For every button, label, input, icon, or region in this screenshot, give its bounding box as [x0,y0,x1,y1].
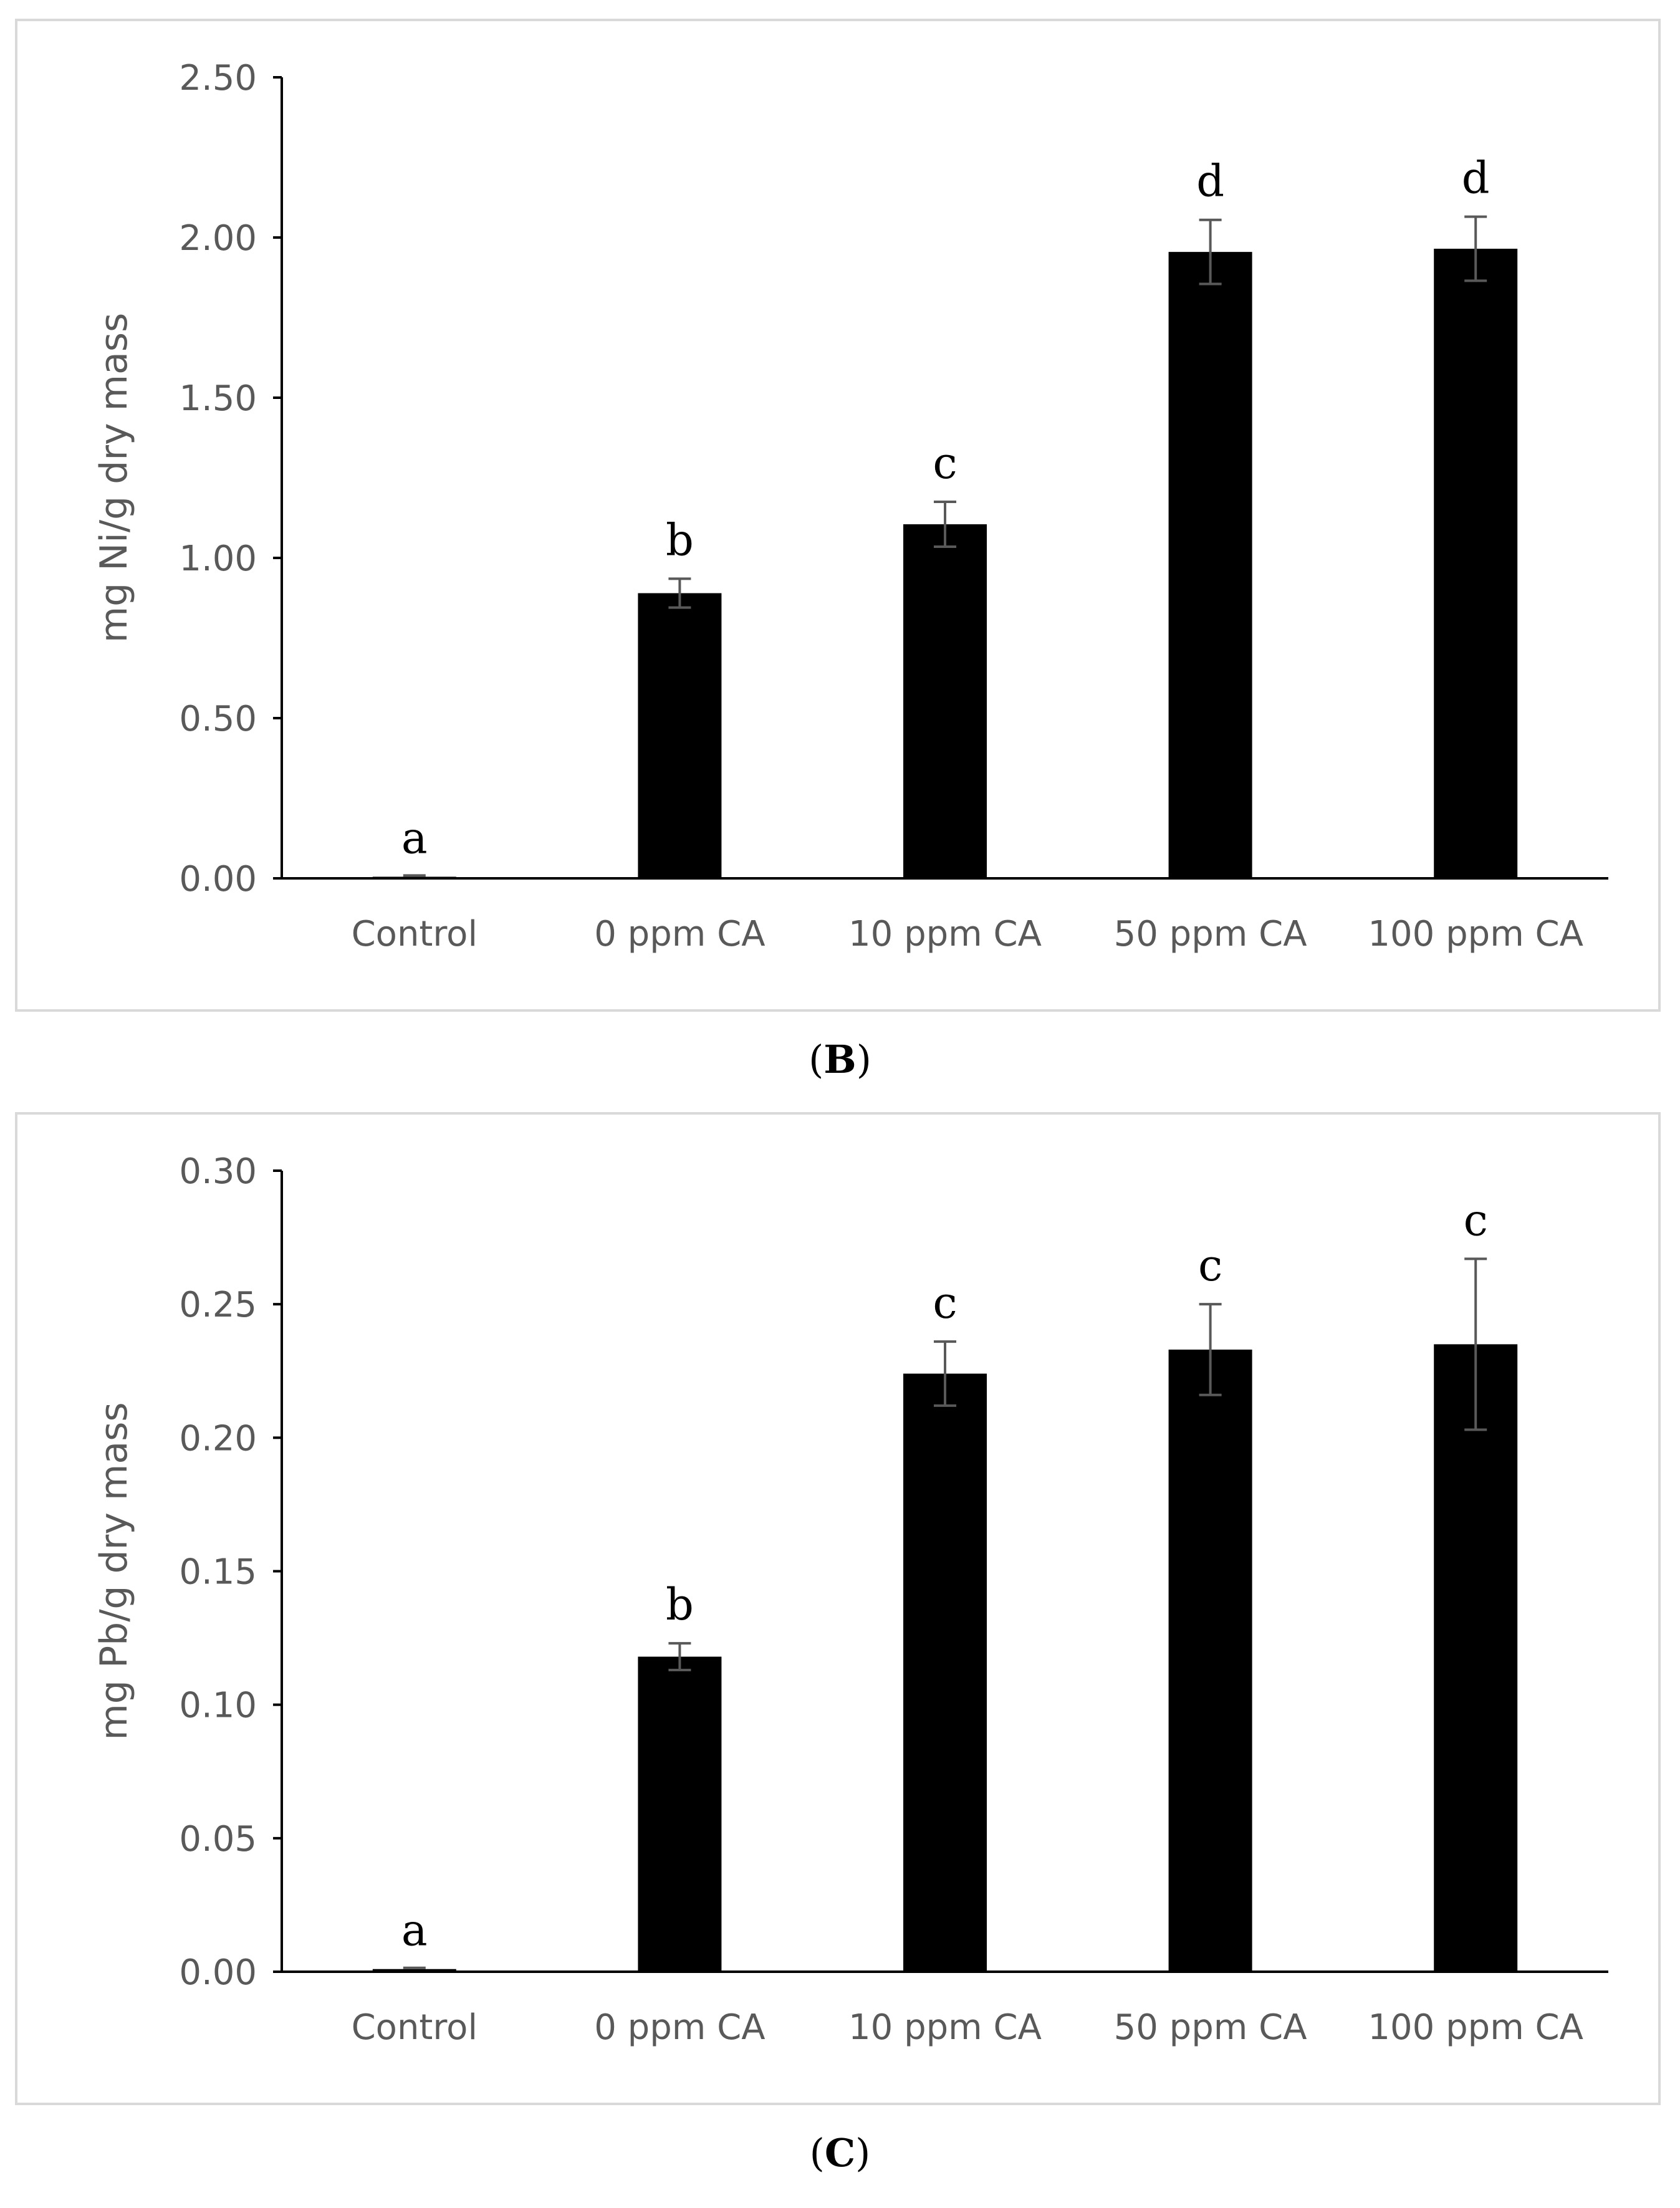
chart0-y-tick-label-5: 2.50 [179,58,257,98]
chart1-category-label-2: 10 ppm CA [848,2007,1042,2048]
chart1-y-axis-title: mg Pb/g dry mass [92,1402,136,1740]
chart0-bar-4 [1434,248,1518,878]
chart1-y-tick-label-4: 0.20 [179,1418,257,1459]
caption-b: (B) [0,1037,1680,1082]
chart0-bar-2 [903,524,987,878]
caption-b-close: ) [856,1037,871,1082]
bar-chart-b: 0.00 0.50 1.00 1.50 2.00 2.50 mg Ni/g dry mass… [92,58,1608,954]
chart-panel-c: 0.00 0.05 0.10 0.15 0.20 0.25 0.30 mg Pb/g dry … [15,1112,1661,2105]
chart1-y-tick-label-0: 0.00 [179,1952,257,1993]
chart1-bar-1 [638,1656,722,1972]
chart0-y-tick-label-1: 0.50 [179,699,257,739]
chart1-significance-label-4: c [1464,1194,1488,1246]
chart1-bar-3 [1168,1349,1252,1972]
chart0-y-tick-label-0: 0.00 [179,859,257,900]
chart1-y-tick-label-2: 0.10 [179,1686,257,1726]
chart1-y-tick-label-5: 0.25 [179,1285,257,1325]
chart0-y-tick-label-4: 2.00 [179,218,257,259]
chart1-significance-label-0: a [401,1905,428,1956]
chart1-category-label-1: 0 ppm CA [594,2007,765,2048]
chart1-significance-label-2: c [933,1277,957,1328]
chart0-bar-3 [1168,252,1252,878]
chart1-significance-label-3: c [1198,1240,1222,1291]
caption-c-letter: C [824,2130,856,2176]
chart1-bar-0 [372,1969,456,1972]
chart0-y-tick-label-3: 1.50 [179,378,257,419]
caption-c: (C) [0,2130,1680,2176]
chart0-category-label-4: 100 ppm CA [1368,914,1583,954]
bar-chart-c: 0.00 0.05 0.10 0.15 0.20 0.25 0.30 mg Pb/g dry … [92,1151,1608,2048]
caption-b-open: ( [809,1037,824,1082]
chart1-y-tick-label-6: 0.30 [179,1151,257,1192]
chart1-bar-2 [903,1373,987,1972]
chart0-category-label-2: 10 ppm CA [848,914,1042,954]
chart1-category-label-0: Control [352,2007,478,2048]
chart0-significance-label-3: d [1196,156,1224,207]
chart0-category-label-1: 0 ppm CA [594,914,765,954]
chart0-y-axis-title: mg Ni/g dry mass [92,313,136,643]
chart0-bar-1 [638,593,722,878]
chart0-y-tick-label-2: 1.00 [179,539,257,579]
chart0-category-label-0: Control [352,914,478,954]
chart1-bar-4 [1434,1344,1518,1972]
chart0-significance-label-0: a [401,812,428,863]
caption-b-letter: B [823,1037,857,1082]
chart1-y-tick-label-3: 0.15 [179,1552,257,1593]
chart1-significance-label-1: b [666,1579,694,1630]
caption-c-close: ) [855,2130,871,2176]
chart1-category-label-4: 100 ppm CA [1368,2007,1583,2048]
chart1-y-tick-label-1: 0.05 [179,1819,257,1860]
caption-c-open: ( [809,2130,825,2176]
chart0-significance-label-4: d [1462,153,1490,204]
chart1-category-label-3: 50 ppm CA [1114,2007,1307,2048]
chart0-category-label-3: 50 ppm CA [1114,914,1307,954]
chart-panel-b: 0.00 0.50 1.00 1.50 2.00 2.50 mg Ni/g dry mass… [15,19,1661,1012]
chart0-significance-label-1: b [666,514,694,565]
chart0-significance-label-2: c [933,438,957,489]
